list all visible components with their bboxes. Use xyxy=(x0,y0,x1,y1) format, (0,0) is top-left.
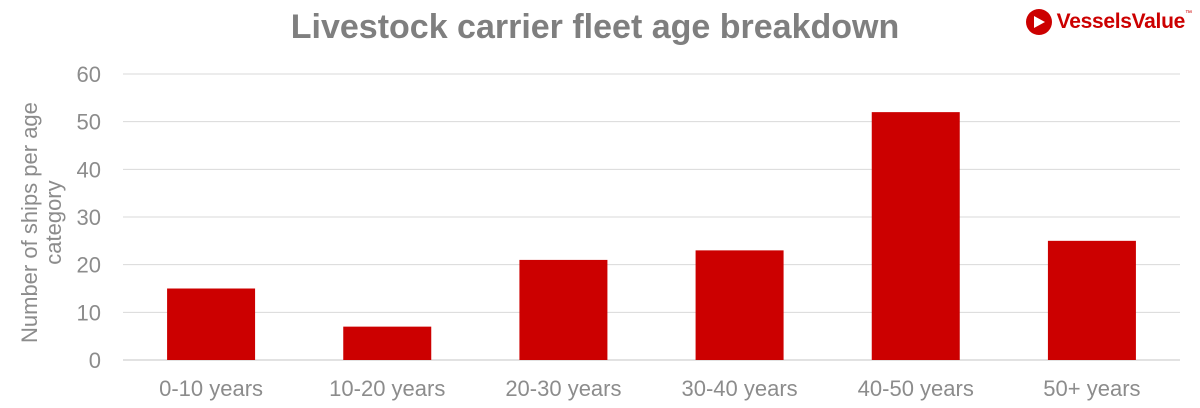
x-tick-label: 20-30 years xyxy=(505,376,621,401)
x-tick-label: 50+ years xyxy=(1043,376,1140,401)
bar xyxy=(167,288,256,360)
bar xyxy=(1047,240,1136,360)
bars xyxy=(167,112,1136,360)
bar xyxy=(519,259,608,360)
y-tick-label: 30 xyxy=(77,205,101,230)
y-tick-label: 50 xyxy=(77,110,101,135)
x-tick-label: 30-40 years xyxy=(681,376,797,401)
x-tick-label: 40-50 years xyxy=(858,376,974,401)
chart-title: Livestock carrier fleet age breakdown xyxy=(290,8,900,46)
brand-name: VesselsValue xyxy=(1056,10,1186,33)
x-axis-ticks: 0-10 years 10-20 years 20-30 years 30-40 ye… xyxy=(159,376,1140,401)
bar xyxy=(695,250,784,360)
y-tick-label: 60 xyxy=(77,62,101,87)
brand-trademark: ™ xyxy=(1185,10,1192,17)
vesselsvalue-logo-icon xyxy=(1025,9,1052,35)
y-tick-label: 40 xyxy=(77,157,101,182)
bar xyxy=(343,326,432,360)
y-tick-label: 0 xyxy=(89,348,101,373)
y-tick-label: 20 xyxy=(77,253,101,278)
y-axis-ticks: 0 10 20 30 40 50 60 xyxy=(77,62,101,373)
gridlines xyxy=(123,73,1180,361)
brand-logo: VesselsValue ™ xyxy=(1025,6,1192,38)
x-tick-label: 10-20 years xyxy=(329,376,445,401)
y-tick-label: 10 xyxy=(77,300,101,325)
x-tick-label: 0-10 years xyxy=(159,376,263,401)
bar xyxy=(871,112,960,360)
